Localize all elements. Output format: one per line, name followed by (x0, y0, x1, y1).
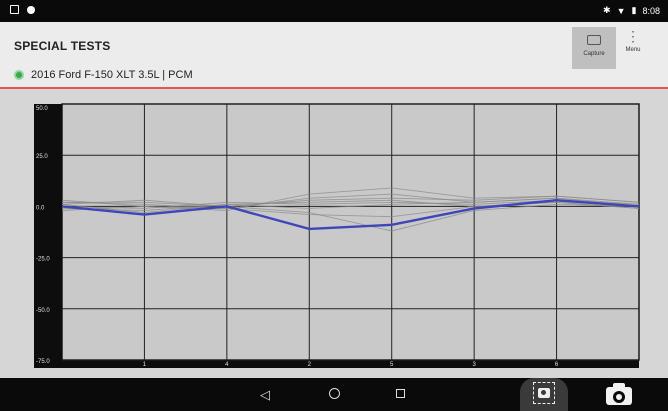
screen-capture-frame-icon (533, 382, 555, 404)
series-lines (61, 187, 640, 232)
y-axis-band (34, 104, 62, 360)
navigation-bar: ◁ (0, 378, 668, 411)
x-tick-labels: 1 4 2 5 3 6 (143, 362, 559, 368)
header-divider (0, 87, 668, 89)
y-tick-label: -75.0 (36, 359, 50, 365)
battery-icon: ▮ (631, 5, 637, 15)
screen-capture-button[interactable] (520, 378, 568, 411)
camera-icon-top (613, 383, 625, 389)
x-tick-label: 1 (143, 362, 147, 368)
screenshot-icon (10, 5, 19, 14)
chart-container: 50.0 25.0 0.0 -25.0 -50.0 -75.0 1 4 2 5 3 6 (0, 89, 668, 378)
y-tick-label: 25.0 (36, 154, 48, 160)
vehicle-label: 2016 Ford F-150 XLT 3.5L | PCM (31, 69, 193, 81)
vehicle-row: 2016 Ford F-150 XLT 3.5L | PCM (14, 69, 193, 81)
y-tick-labels: 50.0 25.0 0.0 -25.0 -50.0 -75.0 (36, 106, 50, 365)
camera-icon[interactable] (606, 382, 632, 405)
menu-label: Menu (625, 47, 641, 53)
menu-button[interactable]: ⋮ Menu (620, 27, 646, 69)
x-tick-label: 5 (390, 362, 394, 368)
capture-button[interactable]: Capture (572, 27, 616, 69)
screen-capture-icon (538, 388, 550, 398)
bluetooth-icon: ✱ (603, 5, 611, 15)
status-left (10, 5, 35, 14)
y-tick-label: 50.0 (36, 106, 48, 112)
series-line-5 (61, 201, 640, 218)
x-tick-label: 2 (308, 362, 312, 368)
line-chart: 50.0 25.0 0.0 -25.0 -50.0 -75.0 1 4 2 5 3 6 (34, 103, 640, 368)
x-tick-label: 6 (555, 362, 559, 368)
capture-label: Capture (583, 51, 605, 57)
x-tick-label: 3 (472, 362, 476, 368)
recent-apps-icon[interactable] (396, 389, 405, 398)
page-title: SPECIAL TESTS (14, 39, 111, 53)
x-axis-band (34, 360, 639, 368)
y-tick-label: 0.0 (36, 205, 45, 211)
wifi-icon: ▼ (616, 5, 626, 16)
x-tick-label: 4 (225, 362, 229, 368)
grid-lines (62, 103, 639, 361)
camera-icon-lens (613, 391, 625, 403)
series-line-3 (61, 199, 640, 232)
status-right: ✱ ▼ ▮ 8:08 (603, 5, 660, 16)
series-line-6 (62, 195, 640, 207)
series-line-7 (61, 197, 640, 213)
plot-area (61, 103, 640, 361)
notification-dot-icon (27, 5, 35, 14)
clock: 8:08 (642, 5, 660, 16)
y-tick-label: -50.0 (36, 308, 50, 314)
home-icon[interactable] (329, 388, 340, 399)
status-bar: ✱ ▼ ▮ 8:08 (0, 0, 668, 22)
header: SPECIAL TESTS 2016 Ford F-150 XLT 3.5L |… (0, 22, 668, 88)
back-icon[interactable]: ◁ (260, 387, 270, 402)
y-tick-label: -25.0 (36, 257, 50, 263)
series-line-highlight (61, 199, 640, 231)
connection-status-icon (14, 70, 24, 80)
kebab-menu-icon: ⋮ (626, 28, 640, 44)
capture-icon (587, 35, 601, 45)
